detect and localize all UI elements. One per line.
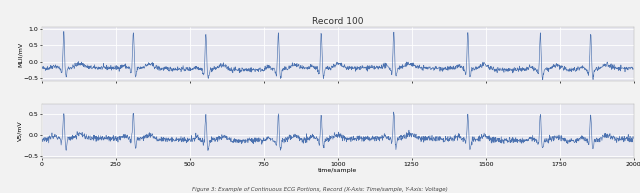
X-axis label: time/sample: time/sample <box>318 168 357 173</box>
Title: Record 100: Record 100 <box>312 17 364 26</box>
Y-axis label: MLII/mV: MLII/mV <box>18 41 23 67</box>
Text: Figure 3: Example of Continuous ECG Portions, Record (X-Axis: Time/sample, Y-Axi: Figure 3: Example of Continuous ECG Port… <box>192 187 448 192</box>
Y-axis label: V5/mV: V5/mV <box>18 121 23 141</box>
